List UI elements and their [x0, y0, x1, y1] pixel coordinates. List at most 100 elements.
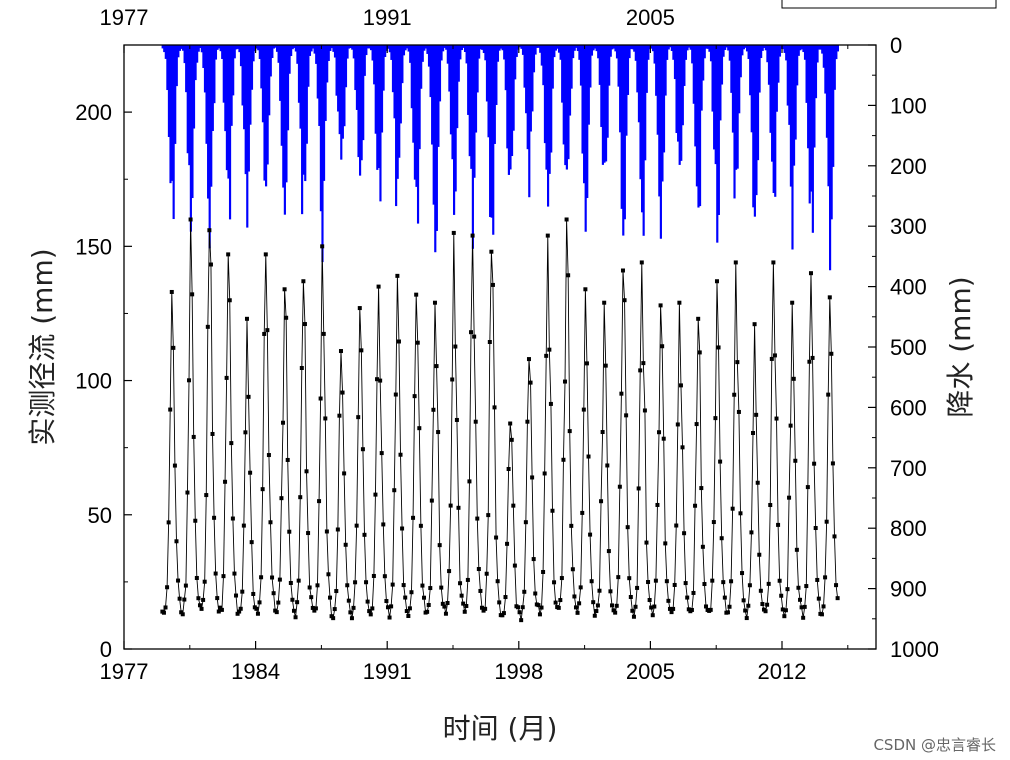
runoff-point	[224, 375, 229, 380]
precip-bar	[463, 45, 467, 52]
runoff-point	[406, 613, 411, 618]
precip-bar	[293, 45, 296, 48]
precip-bar	[528, 45, 531, 198]
runoff-point	[570, 567, 575, 572]
runoff-point	[169, 289, 174, 294]
precip-bar	[637, 45, 641, 123]
runoff-point	[667, 606, 672, 611]
runoff-point	[657, 430, 662, 435]
precip-bar	[451, 45, 454, 160]
precip-bar	[664, 45, 667, 96]
runoff-point	[780, 607, 785, 612]
runoff-point	[517, 610, 522, 615]
runoff-point	[180, 612, 185, 617]
runoff-point	[564, 217, 569, 222]
runoff-point	[412, 394, 417, 399]
runoff-point	[255, 611, 260, 616]
precip-bar	[285, 45, 288, 183]
runoff-point	[577, 601, 582, 606]
runoff-point	[199, 606, 204, 611]
precip-bar	[833, 45, 836, 90]
runoff-point	[782, 614, 787, 619]
runoff-point	[282, 287, 287, 292]
y-right-tick-label: 900	[890, 577, 927, 602]
precip-bar	[473, 45, 476, 178]
precip-bar	[777, 45, 780, 83]
precip-bar	[490, 45, 493, 218]
runoff-point	[735, 360, 740, 365]
precip-bar	[705, 45, 708, 49]
precip-bar	[531, 45, 534, 112]
runoff-point	[711, 520, 716, 525]
runoff-point	[298, 495, 303, 500]
precip-bar	[191, 45, 194, 199]
runoff-point	[262, 331, 267, 336]
runoff-point	[462, 609, 467, 614]
precip-bar	[396, 45, 399, 179]
runoff-point	[176, 578, 181, 583]
precip-bar	[377, 45, 380, 168]
precip-bar	[763, 45, 766, 48]
runoff-point	[796, 585, 801, 590]
runoff-point	[281, 420, 286, 425]
precip-bar	[819, 45, 822, 50]
runoff-point	[197, 603, 202, 608]
runoff-point	[769, 356, 774, 361]
runoff-series	[160, 217, 840, 623]
runoff-point	[364, 580, 369, 585]
runoff-point	[464, 603, 469, 608]
precip-bar	[218, 45, 221, 49]
precip-bar	[312, 45, 315, 49]
precip-bar	[241, 45, 244, 106]
runoff-point	[588, 532, 593, 537]
runoff-point	[801, 615, 806, 620]
runoff-point	[384, 599, 389, 604]
precip-bar	[576, 45, 579, 52]
runoff-point	[511, 503, 516, 508]
precip-bar	[590, 45, 594, 56]
runoff-point	[479, 605, 484, 610]
runoff-point	[749, 530, 754, 535]
precip-bar	[213, 45, 216, 104]
precip-bar	[764, 45, 767, 51]
precip-bar	[816, 45, 819, 63]
precip-bar	[592, 45, 595, 51]
runoff-point	[381, 522, 386, 527]
runoff-point	[798, 597, 803, 602]
precip-bar	[802, 45, 805, 53]
precip-bar	[360, 45, 363, 161]
runoff-point	[163, 605, 168, 610]
y-left-tick-label: 0	[100, 637, 112, 662]
precip-bar	[200, 45, 203, 53]
precip-bar	[426, 45, 429, 54]
precip-bar	[810, 45, 813, 192]
runoff-point	[207, 228, 212, 233]
runoff-point	[617, 484, 622, 489]
precip-bar	[333, 45, 337, 58]
runoff-point	[448, 503, 453, 508]
runoff-point	[595, 603, 600, 608]
precip-bar	[275, 45, 279, 52]
runoff-point	[812, 461, 817, 466]
precip-bar	[435, 45, 438, 231]
runoff-point	[747, 583, 752, 588]
runoff-point	[520, 605, 525, 610]
precip-bar	[775, 45, 778, 112]
runoff-point	[522, 589, 527, 594]
precip-bar	[681, 45, 684, 126]
precip-bar	[792, 45, 796, 166]
precip-bar	[736, 45, 739, 169]
precip-bar	[706, 45, 709, 49]
runoff-point	[453, 344, 458, 349]
precip-bar	[749, 45, 752, 96]
y-left-tick-label: 100	[75, 369, 112, 394]
runoff-point	[536, 603, 541, 608]
precip-bar	[766, 45, 769, 63]
runoff-point	[611, 608, 616, 613]
precip-bar	[767, 45, 771, 85]
precip-bar	[772, 45, 775, 194]
runoff-point	[575, 610, 580, 615]
runoff-point	[664, 579, 669, 584]
runoff-point	[757, 552, 762, 557]
